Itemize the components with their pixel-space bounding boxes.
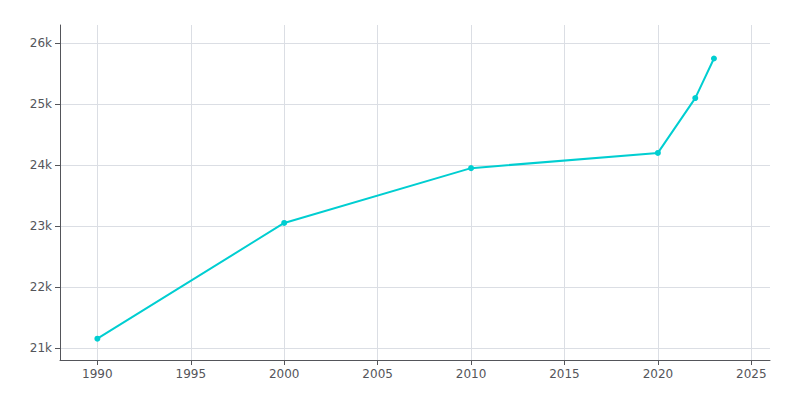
svg-text:2015: 2015 [549, 367, 580, 381]
svg-text:2010: 2010 [456, 367, 487, 381]
svg-text:2025: 2025 [736, 367, 767, 381]
svg-text:1995: 1995 [176, 367, 207, 381]
svg-text:1990: 1990 [82, 367, 113, 381]
svg-text:21k: 21k [30, 341, 52, 355]
svg-text:25k: 25k [30, 97, 52, 111]
svg-text:24k: 24k [30, 158, 52, 172]
svg-text:2020: 2020 [643, 367, 674, 381]
svg-text:22k: 22k [30, 280, 52, 294]
svg-text:2000: 2000 [269, 367, 300, 381]
svg-text:2005: 2005 [362, 367, 393, 381]
svg-text:23k: 23k [30, 219, 52, 233]
svg-text:26k: 26k [30, 36, 52, 50]
